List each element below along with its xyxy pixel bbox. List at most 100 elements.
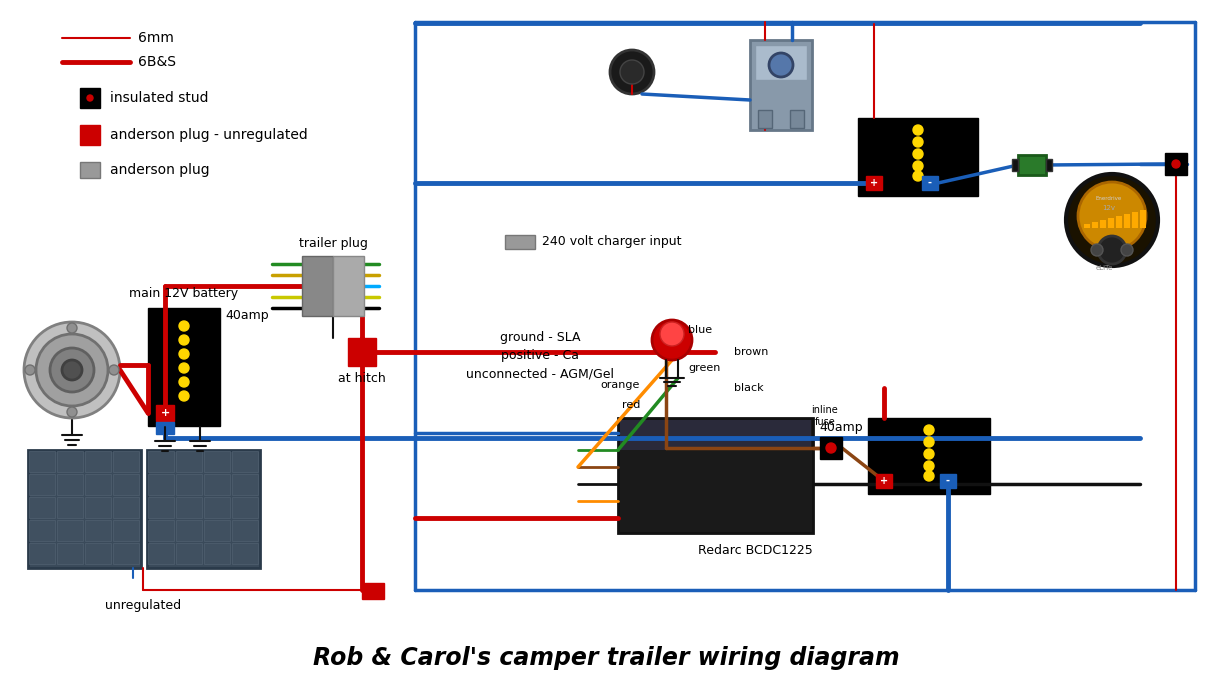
- Bar: [232, 520, 258, 541]
- Bar: [57, 497, 82, 518]
- Circle shape: [25, 365, 35, 375]
- Text: inline
fuse: inline fuse: [811, 405, 838, 427]
- Text: 6B&S: 6B&S: [138, 55, 176, 69]
- Bar: [1092, 222, 1098, 228]
- Bar: [1084, 224, 1090, 228]
- Circle shape: [653, 320, 691, 360]
- Text: green: green: [688, 363, 721, 373]
- Circle shape: [620, 60, 644, 84]
- Bar: [1140, 210, 1146, 228]
- Text: 40amp: 40amp: [819, 421, 862, 435]
- Bar: [232, 474, 258, 495]
- Bar: [85, 497, 112, 518]
- Circle shape: [1098, 236, 1126, 264]
- Text: positive - Ca: positive - Ca: [501, 349, 579, 363]
- Bar: [232, 451, 258, 472]
- Bar: [820, 437, 842, 459]
- Bar: [334, 256, 364, 316]
- Text: insulated stud: insulated stud: [110, 91, 209, 105]
- Bar: [156, 422, 173, 434]
- Bar: [1107, 218, 1114, 228]
- Circle shape: [67, 407, 76, 417]
- Circle shape: [924, 437, 934, 447]
- Circle shape: [67, 323, 76, 333]
- Circle shape: [1078, 182, 1146, 250]
- Bar: [85, 543, 112, 564]
- Bar: [348, 338, 376, 366]
- Text: red: red: [621, 400, 640, 410]
- Bar: [1018, 155, 1046, 175]
- Bar: [148, 520, 173, 541]
- Circle shape: [180, 363, 189, 373]
- Bar: [57, 451, 82, 472]
- Bar: [29, 543, 55, 564]
- Circle shape: [924, 461, 934, 471]
- Bar: [1100, 220, 1106, 228]
- Bar: [176, 497, 203, 518]
- Circle shape: [24, 322, 120, 418]
- Text: orange: orange: [600, 380, 640, 390]
- Bar: [148, 308, 220, 426]
- Bar: [113, 520, 139, 541]
- Bar: [85, 520, 112, 541]
- Text: 240 volt charger input: 240 volt charger input: [542, 235, 682, 248]
- Bar: [858, 118, 978, 196]
- Bar: [866, 176, 882, 190]
- Bar: [754, 45, 807, 80]
- Bar: [57, 520, 82, 541]
- Bar: [113, 543, 139, 564]
- Bar: [204, 451, 230, 472]
- Bar: [29, 497, 55, 518]
- Circle shape: [1090, 244, 1103, 256]
- Bar: [1124, 214, 1131, 228]
- Bar: [922, 176, 938, 190]
- Circle shape: [62, 360, 82, 380]
- Circle shape: [180, 335, 189, 345]
- Text: Redarc BCDC1225: Redarc BCDC1225: [697, 545, 813, 557]
- Text: main 12V battery: main 12V battery: [130, 288, 239, 300]
- Text: at hitch: at hitch: [338, 372, 386, 384]
- Bar: [148, 497, 173, 518]
- Bar: [57, 474, 82, 495]
- Circle shape: [1066, 174, 1158, 266]
- Bar: [80, 162, 99, 178]
- Text: 40amp: 40amp: [224, 309, 268, 323]
- Bar: [940, 474, 956, 488]
- Bar: [1132, 212, 1138, 228]
- Text: anderson plug - unregulated: anderson plug - unregulated: [110, 128, 308, 142]
- Text: unconnected - AGM/Gel: unconnected - AGM/Gel: [466, 368, 614, 381]
- Text: brown: brown: [734, 347, 768, 357]
- Circle shape: [913, 125, 923, 135]
- Bar: [1012, 159, 1018, 171]
- Bar: [232, 543, 258, 564]
- Bar: [148, 474, 173, 495]
- Bar: [113, 451, 139, 472]
- Bar: [29, 474, 55, 495]
- Text: anderson plug: anderson plug: [110, 163, 210, 177]
- Circle shape: [180, 391, 189, 401]
- Bar: [505, 235, 535, 249]
- Text: +: +: [160, 408, 170, 418]
- Circle shape: [87, 95, 93, 101]
- Circle shape: [180, 377, 189, 387]
- Text: 12v: 12v: [1101, 205, 1115, 211]
- Text: black: black: [734, 383, 764, 393]
- Text: -: -: [928, 178, 932, 188]
- Bar: [147, 450, 260, 568]
- Circle shape: [913, 137, 923, 147]
- Bar: [29, 520, 55, 541]
- Bar: [80, 125, 99, 145]
- Bar: [85, 451, 112, 472]
- Text: +: +: [870, 178, 878, 188]
- Bar: [148, 451, 173, 472]
- Text: Rob & Carol's camper trailer wiring diagram: Rob & Carol's camper trailer wiring diag…: [313, 646, 899, 670]
- Bar: [758, 110, 771, 128]
- Bar: [113, 497, 139, 518]
- Circle shape: [109, 365, 119, 375]
- Bar: [204, 543, 230, 564]
- Text: 6mm: 6mm: [138, 31, 173, 45]
- Bar: [1164, 153, 1188, 175]
- Bar: [750, 40, 811, 130]
- Bar: [204, 474, 230, 495]
- Bar: [204, 497, 230, 518]
